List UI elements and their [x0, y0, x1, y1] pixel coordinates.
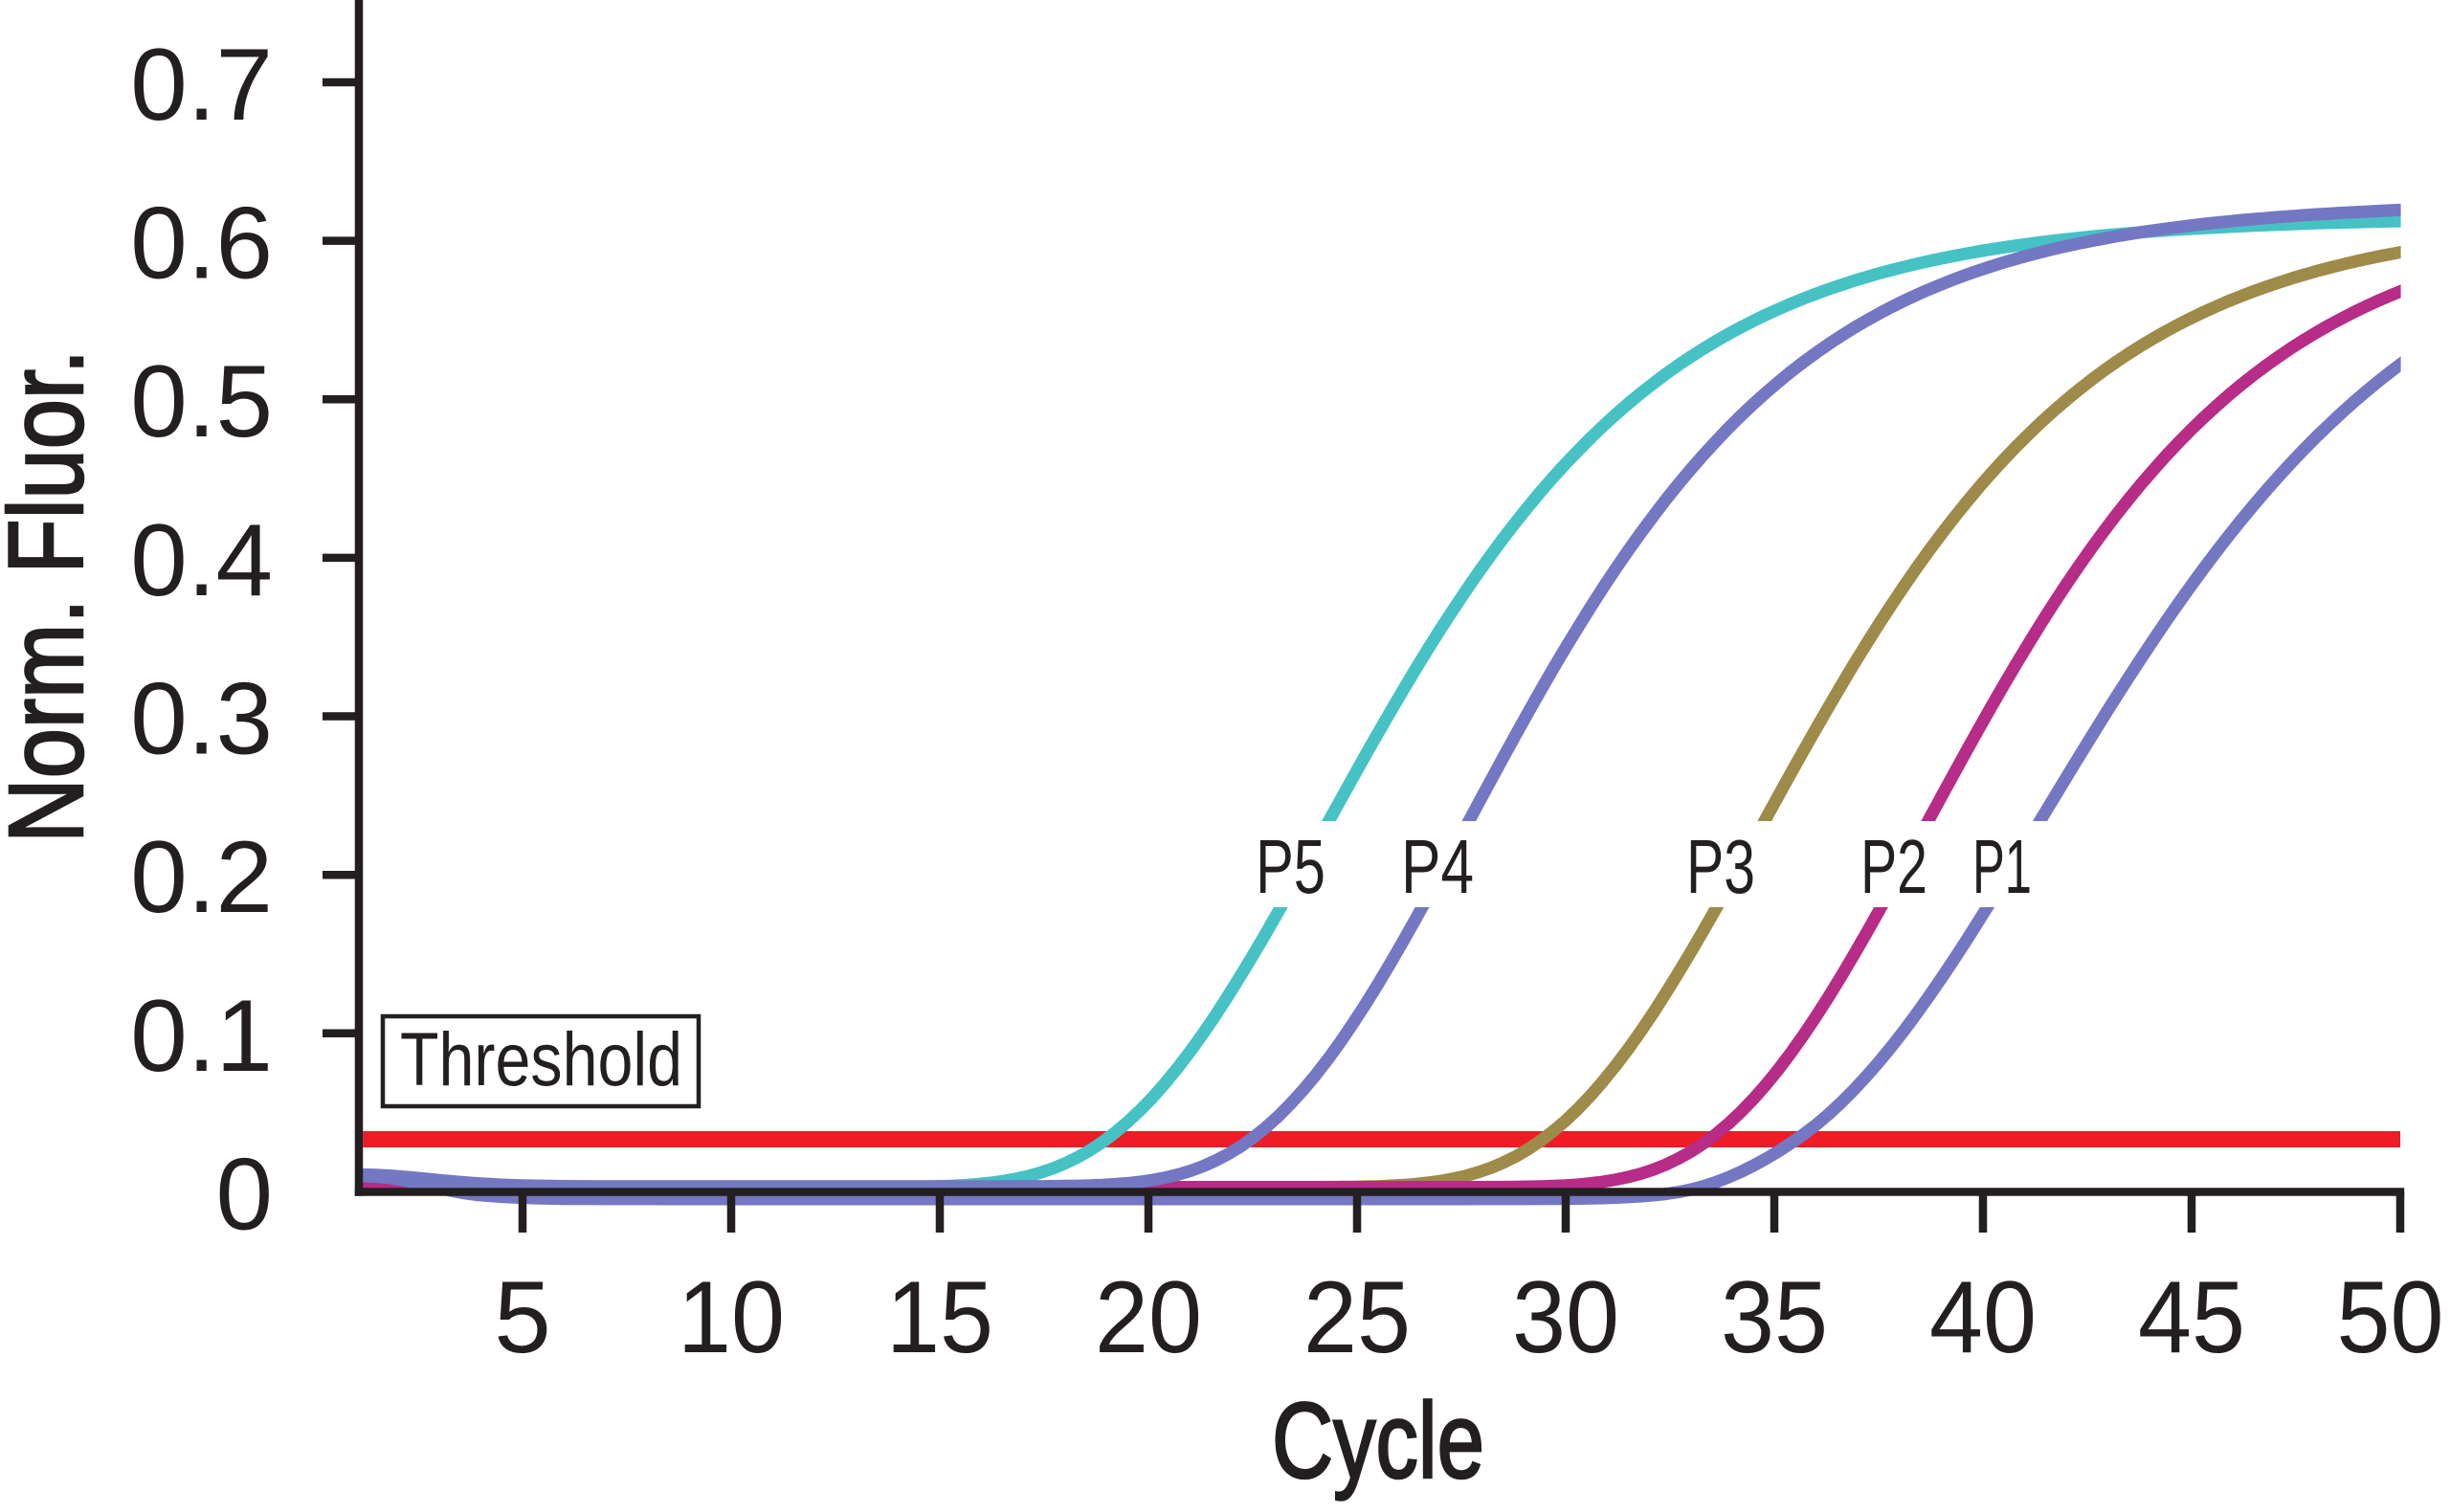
svg-text:40: 40 [1929, 1259, 2037, 1374]
svg-text:35: 35 [1721, 1259, 1828, 1374]
svg-text:Norm. Fluor.: Norm. Fluor. [0, 349, 105, 843]
svg-text:P3: P3 [1686, 824, 1755, 909]
svg-text:P1: P1 [1972, 824, 2032, 909]
svg-text:P2: P2 [1860, 824, 1927, 909]
svg-text:0.5: 0.5 [130, 344, 273, 458]
svg-text:25: 25 [1303, 1259, 1411, 1374]
svg-text:30: 30 [1512, 1259, 1619, 1374]
svg-text:0.3: 0.3 [130, 661, 273, 776]
svg-text:0.6: 0.6 [130, 186, 273, 300]
svg-text:45: 45 [2138, 1259, 2245, 1374]
svg-text:0.1: 0.1 [130, 978, 273, 1093]
svg-text:Threshold: Threshold [400, 1016, 682, 1101]
svg-text:P5: P5 [1256, 824, 1325, 909]
svg-text:0.2: 0.2 [130, 819, 273, 934]
svg-text:Cycle: Cycle [1272, 1381, 1484, 1501]
svg-text:0.7: 0.7 [130, 27, 273, 142]
svg-text:5: 5 [494, 1259, 551, 1374]
svg-text:15: 15 [886, 1259, 993, 1374]
svg-text:10: 10 [678, 1259, 785, 1374]
svg-text:0.4: 0.4 [130, 502, 273, 617]
svg-text:20: 20 [1095, 1259, 1202, 1374]
svg-text:P4: P4 [1401, 824, 1474, 909]
svg-text:50: 50 [2337, 1259, 2444, 1374]
svg-text:0: 0 [215, 1137, 273, 1252]
